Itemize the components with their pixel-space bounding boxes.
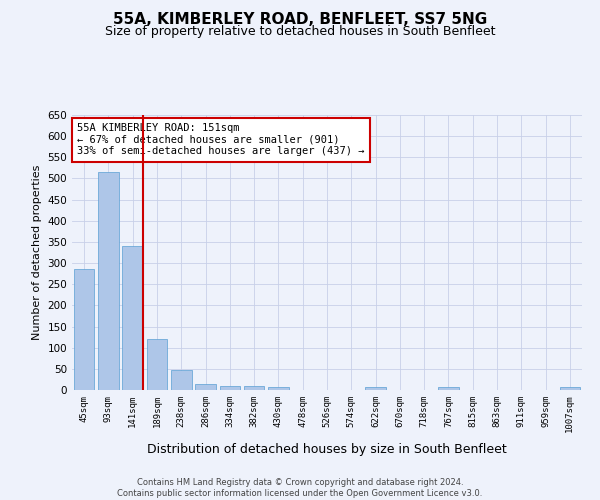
Bar bbox=[122, 246, 143, 390]
Bar bbox=[146, 339, 167, 390]
Bar bbox=[438, 387, 459, 390]
Bar bbox=[195, 384, 216, 390]
Bar bbox=[244, 386, 265, 390]
Bar bbox=[560, 387, 580, 390]
Bar bbox=[171, 370, 191, 390]
Text: 55A KIMBERLEY ROAD: 151sqm
← 67% of detached houses are smaller (901)
33% of sem: 55A KIMBERLEY ROAD: 151sqm ← 67% of deta… bbox=[77, 123, 365, 156]
Text: Size of property relative to detached houses in South Benfleet: Size of property relative to detached ho… bbox=[105, 25, 495, 38]
Text: Distribution of detached houses by size in South Benfleet: Distribution of detached houses by size … bbox=[147, 442, 507, 456]
Y-axis label: Number of detached properties: Number of detached properties bbox=[32, 165, 42, 340]
Bar bbox=[74, 270, 94, 390]
Bar bbox=[220, 386, 240, 390]
Bar bbox=[268, 387, 289, 390]
Bar bbox=[365, 387, 386, 390]
Text: Contains HM Land Registry data © Crown copyright and database right 2024.
Contai: Contains HM Land Registry data © Crown c… bbox=[118, 478, 482, 498]
Text: 55A, KIMBERLEY ROAD, BENFLEET, SS7 5NG: 55A, KIMBERLEY ROAD, BENFLEET, SS7 5NG bbox=[113, 12, 487, 28]
Bar bbox=[98, 172, 119, 390]
